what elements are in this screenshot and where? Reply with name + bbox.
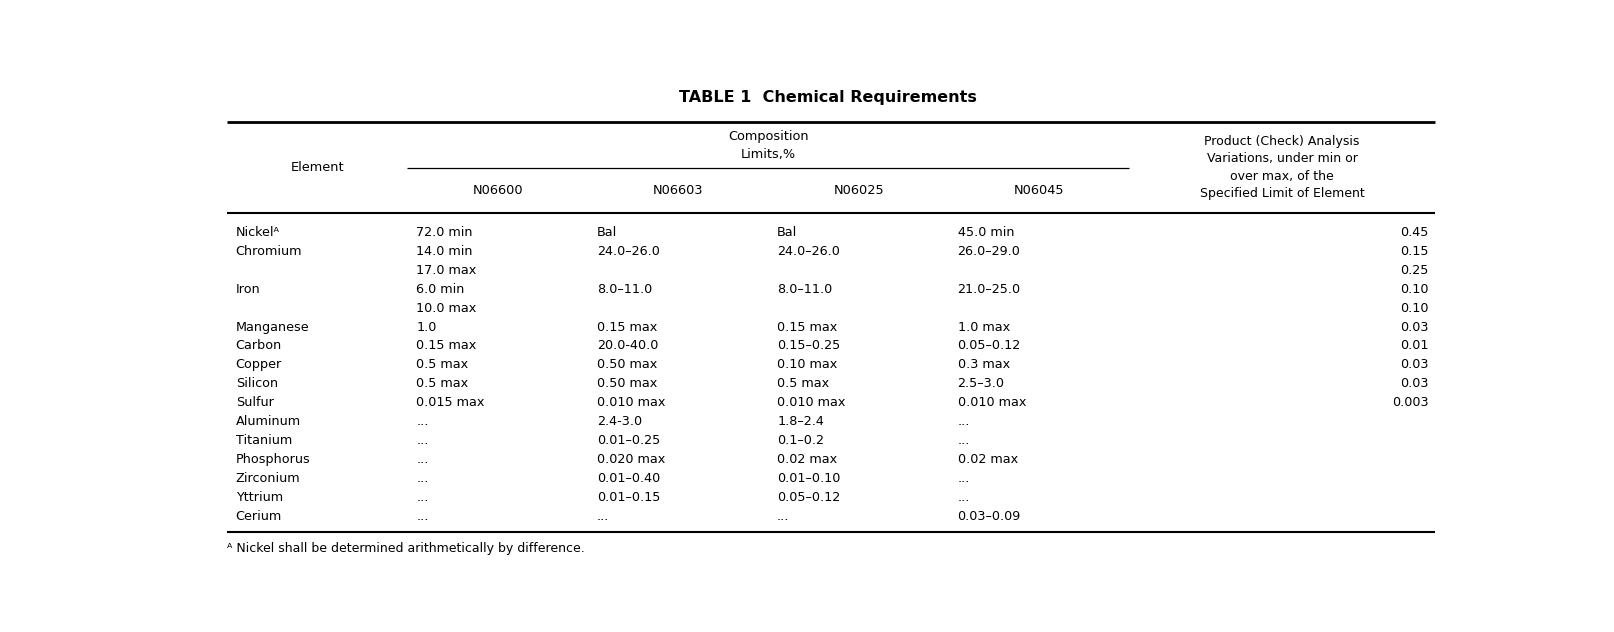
Text: 0.010 max: 0.010 max xyxy=(957,396,1025,410)
Text: 24.0–26.0: 24.0–26.0 xyxy=(776,245,839,258)
Text: ...: ... xyxy=(416,434,428,447)
Text: ᴬ Nickel shall be determined arithmetically by difference.: ᴬ Nickel shall be determined arithmetica… xyxy=(226,542,584,556)
Text: 0.10: 0.10 xyxy=(1399,301,1427,315)
Text: 0.03: 0.03 xyxy=(1399,358,1427,372)
Text: ...: ... xyxy=(776,510,789,523)
Text: ...: ... xyxy=(416,453,428,466)
Text: ...: ... xyxy=(957,472,970,485)
Text: N06603: N06603 xyxy=(652,184,704,197)
Text: Iron: Iron xyxy=(236,283,260,296)
Text: 0.020 max: 0.020 max xyxy=(596,453,665,466)
Text: Silicon: Silicon xyxy=(236,377,278,391)
Text: 0.50 max: 0.50 max xyxy=(596,358,657,372)
Text: N06025: N06025 xyxy=(833,184,883,197)
Text: 0.45: 0.45 xyxy=(1399,226,1427,239)
Text: 72.0 min: 72.0 min xyxy=(416,226,473,239)
Text: ...: ... xyxy=(957,434,970,447)
Text: Nickelᴬ: Nickelᴬ xyxy=(236,226,279,239)
Text: 21.0–25.0: 21.0–25.0 xyxy=(957,283,1020,296)
Text: 0.50 max: 0.50 max xyxy=(596,377,657,391)
Text: Cerium: Cerium xyxy=(236,510,282,523)
Text: 20.0-40.0: 20.0-40.0 xyxy=(596,339,657,353)
Text: 0.05–0.12: 0.05–0.12 xyxy=(776,491,839,504)
Text: Titanium: Titanium xyxy=(236,434,292,447)
Text: 0.15: 0.15 xyxy=(1399,245,1427,258)
Text: 6.0 min: 6.0 min xyxy=(416,283,465,296)
Text: ...: ... xyxy=(416,510,428,523)
Text: 0.01–0.15: 0.01–0.15 xyxy=(596,491,660,504)
Text: 0.5 max: 0.5 max xyxy=(776,377,828,391)
Text: ...: ... xyxy=(416,415,428,428)
Text: TABLE 1  Chemical Requirements: TABLE 1 Chemical Requirements xyxy=(678,90,976,106)
Text: Product (Check) Analysis
Variations, under min or
over max, of the
Specified Lim: Product (Check) Analysis Variations, und… xyxy=(1199,135,1364,200)
Text: 14.0 min: 14.0 min xyxy=(416,245,473,258)
Text: ...: ... xyxy=(416,491,428,504)
Text: Element: Element xyxy=(291,161,344,174)
Text: Bal: Bal xyxy=(596,226,617,239)
Text: Phosphorus: Phosphorus xyxy=(236,453,310,466)
Text: 0.5 max: 0.5 max xyxy=(416,358,468,372)
Text: ...: ... xyxy=(957,415,970,428)
Text: 0.010 max: 0.010 max xyxy=(776,396,846,410)
Text: N06600: N06600 xyxy=(471,184,523,197)
Text: ...: ... xyxy=(596,510,608,523)
Text: 24.0–26.0: 24.0–26.0 xyxy=(596,245,659,258)
Text: 0.01–0.25: 0.01–0.25 xyxy=(596,434,660,447)
Text: 0.03–0.09: 0.03–0.09 xyxy=(957,510,1020,523)
Text: 0.25: 0.25 xyxy=(1399,264,1427,277)
Text: 1.0: 1.0 xyxy=(416,320,436,334)
Text: ...: ... xyxy=(957,491,970,504)
Text: 45.0 min: 45.0 min xyxy=(957,226,1014,239)
Text: 17.0 max: 17.0 max xyxy=(416,264,476,277)
Text: 0.15 max: 0.15 max xyxy=(416,339,476,353)
Text: 0.1–0.2: 0.1–0.2 xyxy=(776,434,823,447)
Text: 0.03: 0.03 xyxy=(1399,377,1427,391)
Text: 10.0 max: 10.0 max xyxy=(416,301,476,315)
Text: Bal: Bal xyxy=(776,226,797,239)
Text: 0.15 max: 0.15 max xyxy=(596,320,657,334)
Text: Yttrium: Yttrium xyxy=(236,491,282,504)
Text: Composition
Limits,%: Composition Limits,% xyxy=(728,130,809,161)
Text: 0.10: 0.10 xyxy=(1399,283,1427,296)
Text: 0.05–0.12: 0.05–0.12 xyxy=(957,339,1020,353)
Text: Aluminum: Aluminum xyxy=(236,415,300,428)
Text: ...: ... xyxy=(416,472,428,485)
Text: 0.01–0.10: 0.01–0.10 xyxy=(776,472,839,485)
Text: 0.3 max: 0.3 max xyxy=(957,358,1009,372)
Text: 0.15–0.25: 0.15–0.25 xyxy=(776,339,839,353)
Text: 0.01–0.40: 0.01–0.40 xyxy=(596,472,660,485)
Text: 8.0–11.0: 8.0–11.0 xyxy=(596,283,652,296)
Text: Carbon: Carbon xyxy=(236,339,282,353)
Text: 2.4-3.0: 2.4-3.0 xyxy=(596,415,641,428)
Text: 26.0–29.0: 26.0–29.0 xyxy=(957,245,1020,258)
Text: 0.015 max: 0.015 max xyxy=(416,396,484,410)
Text: 8.0–11.0: 8.0–11.0 xyxy=(776,283,831,296)
Text: 0.010 max: 0.010 max xyxy=(596,396,665,410)
Text: 2.5–3.0: 2.5–3.0 xyxy=(957,377,1004,391)
Text: Sulfur: Sulfur xyxy=(236,396,273,410)
Text: Zirconium: Zirconium xyxy=(236,472,300,485)
Text: 1.8–2.4: 1.8–2.4 xyxy=(776,415,823,428)
Text: 0.01: 0.01 xyxy=(1399,339,1427,353)
Text: 0.5 max: 0.5 max xyxy=(416,377,468,391)
Text: 0.15 max: 0.15 max xyxy=(776,320,836,334)
Text: 0.003: 0.003 xyxy=(1391,396,1427,410)
Text: Chromium: Chromium xyxy=(236,245,302,258)
Text: 0.02 max: 0.02 max xyxy=(957,453,1017,466)
Text: N06045: N06045 xyxy=(1014,184,1064,197)
Text: 0.02 max: 0.02 max xyxy=(776,453,836,466)
Text: 0.03: 0.03 xyxy=(1399,320,1427,334)
Text: 1.0 max: 1.0 max xyxy=(957,320,1009,334)
Text: Manganese: Manganese xyxy=(236,320,310,334)
Text: Copper: Copper xyxy=(236,358,282,372)
Text: 0.10 max: 0.10 max xyxy=(776,358,836,372)
